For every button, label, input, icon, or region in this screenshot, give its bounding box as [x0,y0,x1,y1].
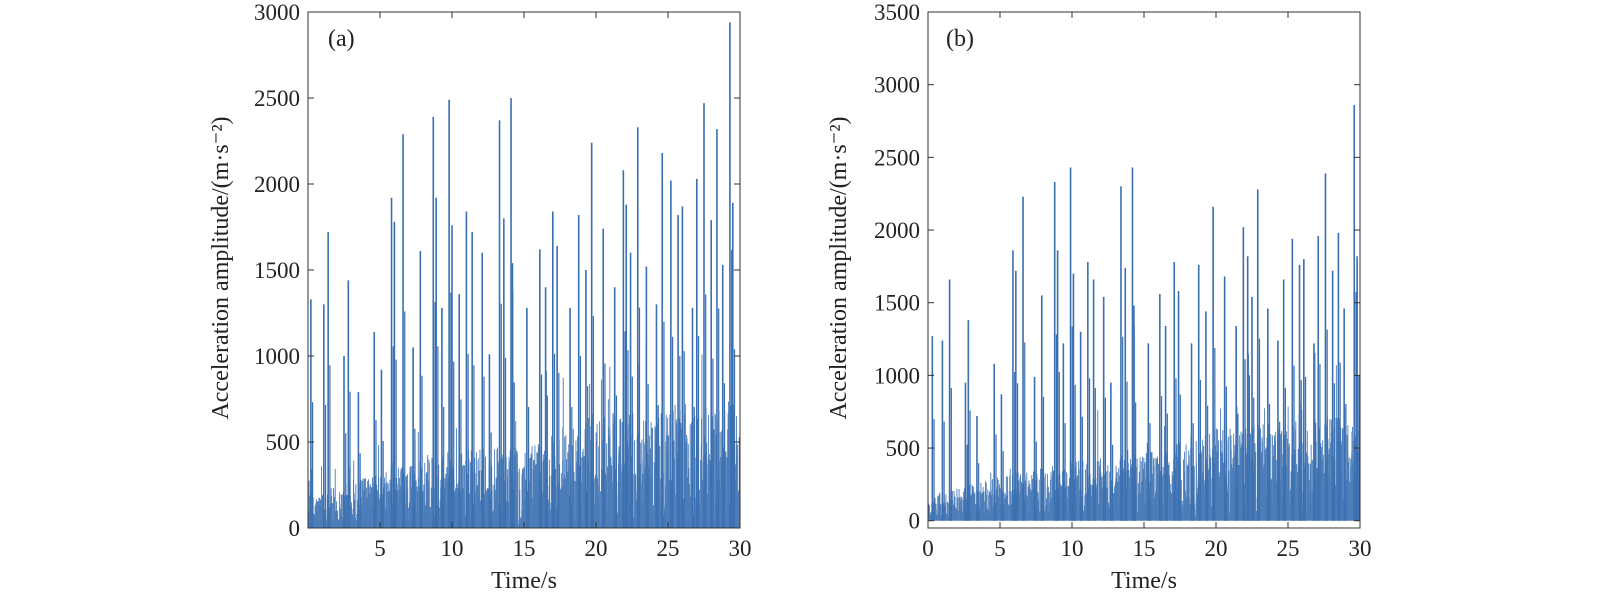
x-axis-label-a: Time/s [491,568,557,594]
x-tick-label-a-3: 20 [585,536,608,561]
y-tick-label-b-4: 2000 [874,218,920,243]
panel-label-a: (a) [328,26,355,52]
x-ticks-a: 5 10 15 20 25 30 [374,12,752,561]
x-tick-label-a-4: 25 [657,536,680,561]
plot-area-b [927,105,1361,521]
y-axis-label-b: Acceleration amplitude/(m·s⁻²) [826,116,852,419]
x-tick-label-b-0: 0 [922,536,934,561]
y-tick-label-a-5: 2500 [254,86,300,111]
panel-b: 0 500 1000 1500 2000 2500 3000 3500 0 5 10 15 20 25 3… [826,0,1372,594]
y-tick-label-a-4: 2000 [254,172,300,197]
y-ticks-b: 0 500 1000 1500 2000 2500 3000 3500 [874,0,1360,534]
y-tick-label-b-0: 0 [909,509,921,534]
x-tick-label-a-5: 30 [729,536,752,561]
x-axis-label-b: Time/s [1111,568,1177,594]
panel-label-b: (b) [946,26,974,52]
y-tick-label-b-5: 2500 [874,145,920,170]
y-tick-label-a-3: 1500 [254,258,300,283]
x-tick-label-a-1: 10 [441,536,464,561]
x-tick-label-b-3: 15 [1133,536,1156,561]
plot-area-a [307,22,741,528]
y-ticks-a: 0 500 1000 1500 2000 2500 3000 [254,0,740,541]
signal-noise-b [927,352,1361,521]
x-tick-label-b-2: 10 [1061,536,1084,561]
x-tick-label-b-4: 20 [1205,536,1228,561]
y-tick-label-a-2: 1000 [254,344,300,369]
y-tick-label-b-1: 500 [886,436,921,461]
y-tick-label-b-6: 3000 [874,73,920,98]
x-tick-label-b-1: 5 [994,536,1006,561]
y-tick-label-a-0: 0 [289,516,301,541]
y-tick-label-b-7: 3500 [874,0,920,25]
y-tick-label-a-6: 3000 [254,0,300,25]
y-tick-label-b-2: 1000 [874,363,920,388]
x-tick-label-b-5: 25 [1277,536,1300,561]
y-tick-label-a-1: 500 [266,430,301,455]
signal-noise-a [307,340,741,528]
y-axis-label-a: Acceleration amplitude/(m·s⁻²) [208,116,234,419]
x-ticks-b: 0 5 10 15 20 25 30 [922,12,1372,561]
x-tick-label-a-0: 5 [374,536,386,561]
x-tick-label-a-2: 15 [513,536,536,561]
y-tick-label-b-3: 1500 [874,291,920,316]
x-tick-label-b-6: 30 [1349,536,1372,561]
panel-a: 0 500 1000 1500 2000 2500 3000 5 10 15 20 25 30 (a)… [208,0,752,594]
